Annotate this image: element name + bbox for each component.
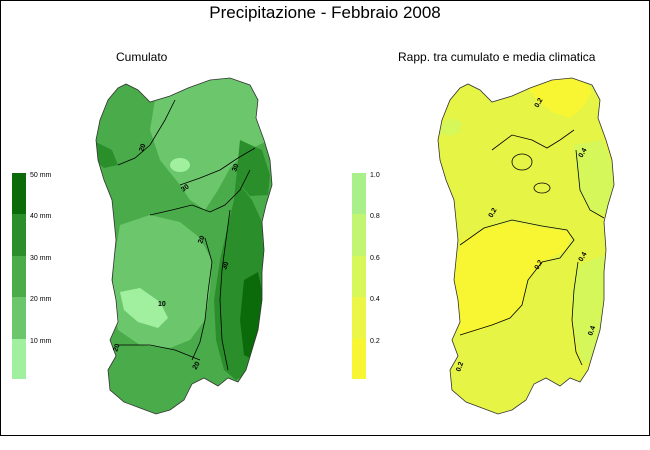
right-contours [459,129,605,366]
right-map-title: Rapp. tra cumulato e media climatica [398,50,596,64]
legend-swatch [352,173,366,214]
contour-label: 20 [112,343,121,353]
legend-label: 50 mm [30,172,52,179]
zone-ratio-southeast-0.4 [572,255,606,362]
contour-label: 0.2 [534,259,545,271]
contour-label: 30 [180,183,190,193]
contour-label: 30 [221,261,230,271]
contour-label: 10 [158,301,166,308]
zone-north-10-20 [150,78,272,210]
contour-label: 0.4 [578,147,589,159]
zone-ratio-under-0.2 [454,222,572,335]
left-map-title: Cumulato [116,50,168,64]
legend-swatch [352,256,366,297]
left-legend: 50 mm 40 mm 30 mm 20 mm 10 mm [12,172,52,379]
legend-swatch [352,339,366,379]
legend-label: 10 mm [30,338,52,345]
contour-label: 0.2 [488,207,499,219]
contour-label: 30 [231,163,240,173]
contour-label: 0.4 [587,325,597,337]
legend-label: 40 mm [30,213,52,220]
legend-label: 0.6 [370,255,380,262]
legend-swatch [12,297,26,339]
legend-label: 20 mm [30,296,52,303]
legend-label: 0.2 [370,338,380,345]
left-contour-labels: 20 30 20 30 30 10 20 20 [112,143,240,371]
legend-swatch [12,339,26,379]
legend-swatch [12,256,26,297]
legend-label: 1.0 [370,172,380,179]
zone-over-40 [240,272,264,360]
legend-swatch [352,297,366,339]
left-contours [117,99,256,371]
contour-label: 20 [192,361,202,371]
legend-swatch [352,214,366,256]
contour-label: 20 [197,235,206,245]
right-contour-labels: 0.2 0.4 0.2 0.2 0.4 0.4 0.2 [455,97,597,373]
left-map: 20 30 20 30 30 10 20 20 [95,77,273,415]
legend-swatch [12,214,26,256]
contour-label: 0.2 [534,97,545,109]
zone-island-under-10 [170,158,190,172]
zone-ratio-east-0.4 [574,140,614,215]
contour-label: 0.4 [578,251,589,263]
legend-label: 30 mm [30,255,52,262]
contour-label: 0.2 [455,361,465,373]
legend-swatch [12,173,26,214]
figure-title: Precipitazione - Febbraio 2008 [209,3,441,22]
contour-label: 20 [138,143,147,153]
legend-label: 0.8 [370,213,380,220]
right-legend: 1.0 0.8 0.6 0.4 0.2 [352,172,380,379]
zone-ratio-northwest-0.4 [440,118,462,136]
right-map: 0.2 0.4 0.2 0.2 0.4 0.4 0.2 [437,77,615,415]
zone-ratio-north-under-0.2 [522,78,592,118]
legend-label: 0.4 [370,296,380,303]
zone-under-10 [120,288,168,328]
